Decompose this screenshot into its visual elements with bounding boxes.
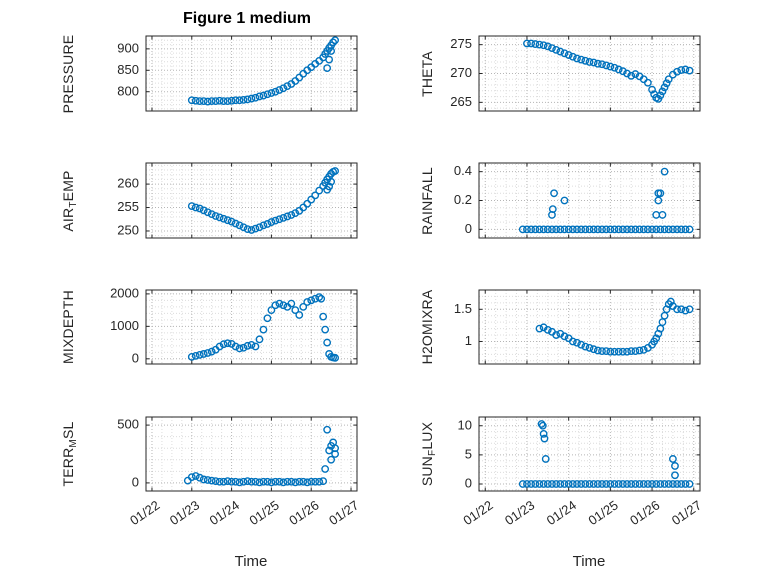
terr-msl-plot-canvas [100,409,367,559]
pressure-plot-canvas [100,28,367,119]
pressure-ylabel: PRESSURE [60,34,76,113]
air-temp-plot-canvas [100,155,367,246]
air-temp-ylabel: AIRTEMP [60,169,79,232]
figure-title: Figure 1 medium [182,10,312,27]
sun-flux-plot-canvas [433,409,710,559]
time-axis-label-right: Time [572,553,606,570]
rainfall-plot-canvas [433,155,710,246]
time-axis-label-left: Time [234,553,268,570]
terr-msl-ylabel: TERRMSL [60,421,79,487]
theta-plot-canvas [433,28,710,119]
mixdepth-plot-canvas [100,282,367,372]
mixdepth-ylabel: MIXDEPTH [60,290,76,364]
h2omixra-plot-canvas [433,282,710,372]
